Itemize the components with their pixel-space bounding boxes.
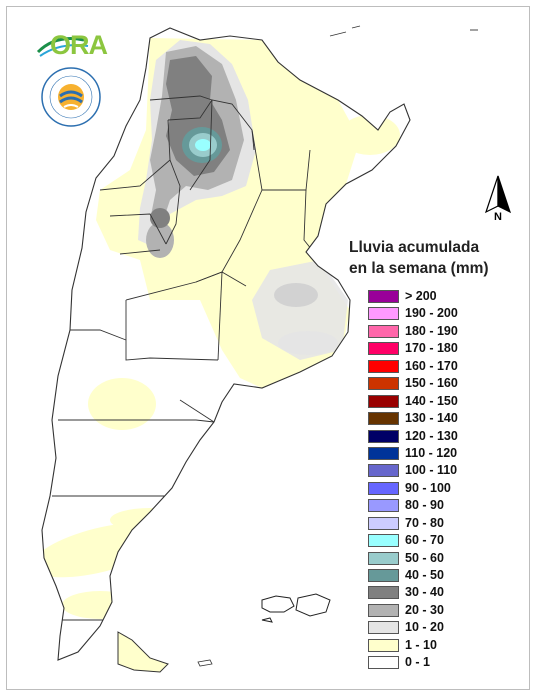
legend-title-line-1: Lluvia acumulada <box>349 239 480 256</box>
north-label: N <box>494 211 502 222</box>
legend-label: 160 - 170 <box>405 358 458 373</box>
legend-title-line-2: en la semana (mm) <box>349 260 489 277</box>
legend-swatch <box>368 290 399 303</box>
legend-swatch <box>368 586 399 600</box>
malvinas-islands <box>261 593 331 623</box>
province-boundaries <box>52 95 321 621</box>
neighbor-borders <box>329 25 478 37</box>
isla-de-los-estados <box>197 659 213 667</box>
smn-logo <box>41 67 101 127</box>
legend-swatch <box>368 621 399 635</box>
legend-label: 120 - 130 <box>405 428 458 443</box>
legend-swatch <box>368 499 399 513</box>
legend-label: 60 - 70 <box>405 533 444 548</box>
legend-label: 10 - 20 <box>405 620 444 635</box>
legend-label: 100 - 110 <box>405 463 458 478</box>
legend-swatch <box>368 464 399 478</box>
legend-swatch <box>368 516 399 530</box>
legend-label: 180 - 190 <box>405 323 458 338</box>
legend-title: Lluvia acumulada en la semana (mm) <box>349 237 529 279</box>
legend-label: 170 - 180 <box>405 341 458 356</box>
legend-swatch <box>368 377 399 391</box>
legend-label: > 200 <box>405 289 437 303</box>
legend-label: 80 - 90 <box>405 498 444 513</box>
legend-label: 20 - 30 <box>405 602 444 617</box>
legend-label: 140 - 150 <box>405 393 458 408</box>
legend-swatch <box>368 638 399 652</box>
legend-swatch <box>368 359 399 373</box>
legend-label: 110 - 120 <box>405 445 458 460</box>
legend-label: 150 - 160 <box>405 376 458 391</box>
legend-swatch <box>368 534 399 548</box>
legend-label: 0 - 1 <box>405 655 431 670</box>
legend-label: 50 - 60 <box>405 550 444 565</box>
legend-swatch <box>368 429 399 443</box>
legend-label: 130 - 140 <box>405 411 458 426</box>
legend-label: 30 - 40 <box>405 585 444 600</box>
argentina-landmass <box>41 27 411 661</box>
legend-swatch <box>368 656 399 670</box>
north-arrow-icon: N <box>484 175 512 222</box>
legend-label: 190 - 200 <box>405 306 458 321</box>
legend-swatch <box>368 551 399 565</box>
legend-swatch <box>368 446 399 460</box>
ora-logo-swoosh <box>36 37 89 57</box>
legend-swatch <box>368 569 399 582</box>
legend-swatch <box>368 307 399 321</box>
legend-swatch <box>368 603 399 617</box>
legend-label: 40 - 50 <box>405 568 444 582</box>
legend-label: 90 - 100 <box>405 480 451 495</box>
legend-label: 1 - 10 <box>405 637 437 652</box>
rainfall-fill <box>42 38 400 619</box>
tierra-del-fuego <box>117 631 169 673</box>
legend-label: 70 - 80 <box>405 515 444 530</box>
legend-swatch <box>368 342 399 356</box>
legend-swatch <box>368 481 399 495</box>
legend-swatch <box>368 412 399 426</box>
ora-logo: ORA <box>50 30 108 60</box>
legend-swatch <box>368 324 399 338</box>
legend-swatch <box>368 394 399 408</box>
